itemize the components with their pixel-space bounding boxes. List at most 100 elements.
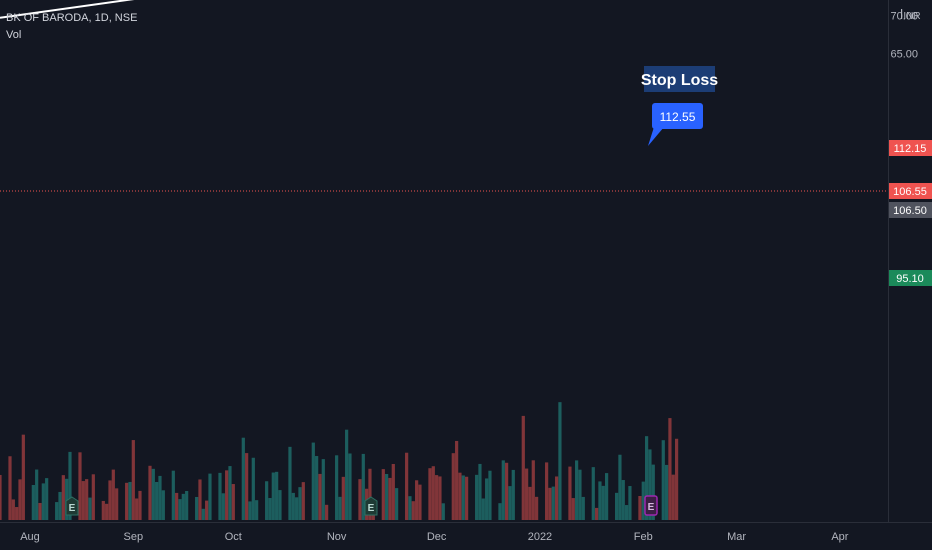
svg-text:106.50: 106.50 bbox=[893, 205, 927, 217]
volume-bar bbox=[315, 456, 319, 520]
volume-bar bbox=[525, 468, 529, 520]
volume-bar bbox=[368, 468, 372, 520]
time-tick-label: Oct bbox=[225, 531, 242, 543]
currency-label: INR bbox=[903, 11, 920, 22]
time-tick-label: Mar bbox=[727, 531, 746, 543]
stop-loss-title: Stop Loss bbox=[641, 72, 718, 89]
stop-loss-annotation[interactable]: Stop Loss 112.55 bbox=[641, 66, 718, 146]
volume-bar bbox=[151, 468, 155, 520]
volume-bar bbox=[395, 488, 399, 520]
volume-bar bbox=[35, 469, 39, 520]
volume-bar bbox=[18, 479, 22, 520]
price-tick-label: 65.00 bbox=[890, 48, 918, 60]
volume-bar bbox=[55, 502, 59, 520]
volume-bar bbox=[478, 463, 482, 520]
earnings-marker-nov[interactable]: E bbox=[364, 496, 378, 516]
price-label-last: 106.55 bbox=[889, 183, 932, 199]
volume-bar bbox=[408, 496, 412, 520]
volume-bar bbox=[155, 481, 159, 520]
volume-bar bbox=[335, 455, 339, 520]
volume-bar bbox=[348, 453, 352, 520]
volume-bars bbox=[0, 402, 679, 520]
time-tick-label: Sep bbox=[124, 531, 144, 543]
volume-bar bbox=[205, 500, 209, 520]
volume-bar bbox=[438, 476, 442, 520]
volume-bar bbox=[458, 472, 462, 520]
volume-bar bbox=[68, 451, 72, 520]
volume-bar bbox=[275, 471, 279, 520]
volume-bar bbox=[245, 453, 249, 520]
time-tick-label: Aug bbox=[20, 531, 40, 543]
volume-bar bbox=[595, 507, 599, 520]
symbol-title[interactable]: BK OF BARODA, 1D, NSE bbox=[6, 12, 138, 24]
volume-bar bbox=[645, 436, 649, 520]
time-axis-labels: Aug Sep Oct Nov Dec 2022 Feb Mar Apr bbox=[20, 531, 849, 543]
volume-bar bbox=[674, 438, 679, 520]
volume-bar bbox=[668, 418, 672, 520]
volume-bar bbox=[485, 478, 489, 520]
time-axis-panel[interactable] bbox=[0, 522, 888, 550]
volume-bar bbox=[605, 473, 609, 520]
volume-bar bbox=[648, 449, 652, 520]
volume-bar bbox=[311, 442, 315, 520]
volume-bar bbox=[451, 453, 455, 520]
volume-bar bbox=[488, 470, 492, 520]
volume-bar bbox=[418, 484, 422, 520]
price-label-stop: 112.15 bbox=[889, 140, 932, 156]
volume-bar bbox=[625, 505, 629, 520]
volume-bar bbox=[228, 466, 232, 520]
earnings-marker-feb[interactable]: E bbox=[644, 495, 658, 516]
volume-bar bbox=[221, 493, 225, 520]
volume-bar bbox=[301, 482, 305, 520]
volume-bar bbox=[0, 474, 2, 520]
volume-bar bbox=[521, 415, 525, 520]
volume-bar bbox=[41, 483, 45, 520]
volume-bar bbox=[498, 503, 502, 520]
volume-bar bbox=[108, 480, 112, 520]
volume-bar bbox=[158, 475, 162, 520]
volume-bar bbox=[88, 497, 92, 520]
volume-bar bbox=[598, 481, 602, 520]
volume-bar bbox=[148, 465, 152, 520]
volume-bar bbox=[508, 486, 512, 520]
earnings-marker-aug[interactable]: E bbox=[65, 496, 79, 516]
volume-indicator-label[interactable]: Vol bbox=[6, 29, 22, 41]
currency-menu-icon[interactable] bbox=[901, 9, 903, 19]
volume-bar bbox=[511, 469, 515, 520]
volume-bar bbox=[268, 498, 272, 520]
stop-loss-callout-pointer bbox=[648, 127, 664, 146]
volume-bar bbox=[255, 500, 259, 520]
volume-bar bbox=[288, 446, 292, 520]
volume-bar bbox=[325, 504, 329, 520]
volume-bar bbox=[265, 481, 269, 520]
volume-bar bbox=[621, 480, 625, 520]
volume-bar bbox=[345, 429, 349, 520]
volume-bar bbox=[628, 486, 632, 520]
volume-bar bbox=[31, 484, 35, 520]
volume-bar bbox=[548, 487, 552, 520]
volume-bar bbox=[558, 402, 562, 520]
volume-bar bbox=[241, 437, 245, 520]
volume-bar bbox=[8, 456, 12, 520]
volume-bar bbox=[111, 469, 115, 520]
volume-bar bbox=[358, 479, 362, 520]
volume-bar bbox=[278, 490, 282, 520]
volume-bar bbox=[441, 503, 445, 520]
volume-bar bbox=[531, 460, 535, 520]
volume-bar bbox=[651, 464, 655, 520]
volume-bar bbox=[61, 475, 65, 520]
time-tick-label: Feb bbox=[634, 531, 653, 543]
volume-bar bbox=[481, 498, 485, 520]
volume-bar bbox=[661, 440, 665, 520]
volume-bar bbox=[298, 487, 302, 520]
volume-bar bbox=[291, 492, 295, 520]
earnings-marker-label: E bbox=[648, 502, 655, 513]
volume-bar bbox=[208, 473, 212, 520]
price-label-target: 95.10 bbox=[889, 270, 932, 286]
volume-bar bbox=[101, 500, 105, 520]
earnings-marker-label: E bbox=[368, 503, 375, 514]
volume-bar bbox=[411, 501, 415, 520]
svg-text:95.10: 95.10 bbox=[896, 273, 924, 285]
